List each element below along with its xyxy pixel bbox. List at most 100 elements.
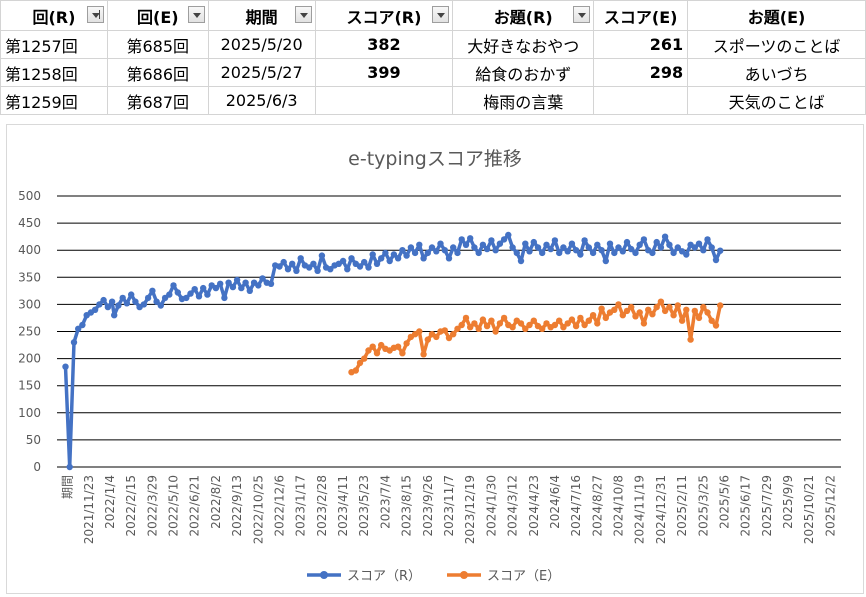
data-point: [683, 306, 690, 313]
data-point: [111, 312, 118, 319]
cell-round-e[interactable]: 第686回: [106, 58, 209, 87]
header-row: 回(R) 回(E) 期間 スコア(R) お題(R) スコア(E) お題(E): [0, 0, 866, 31]
header-label: お題(R): [493, 7, 553, 27]
data-point: [585, 317, 592, 324]
cell-round-e[interactable]: 第687回: [106, 86, 209, 115]
data-point: [636, 241, 643, 248]
data-point: [666, 241, 673, 248]
data-point: [522, 325, 529, 332]
data-point: [556, 317, 563, 324]
data-point: [310, 260, 317, 267]
data-point: [505, 231, 512, 239]
data-point: [445, 334, 453, 342]
data-point: [556, 249, 563, 257]
legend-item[interactable]: スコア（E）: [447, 569, 560, 584]
filter-dropdown-button[interactable]: [432, 6, 450, 23]
data-point: [611, 249, 618, 257]
x-tick-label: 2023/2/28: [315, 475, 329, 537]
data-point: [411, 249, 419, 257]
data-point: [640, 236, 648, 243]
cell-period[interactable]: 2025/5/27: [207, 58, 316, 87]
x-tick-label: 2024/12/31: [654, 475, 668, 544]
cell-score-e[interactable]: [593, 86, 689, 115]
data-point: [157, 302, 164, 309]
legend[interactable]: スコア（R） スコア（E）: [307, 569, 560, 584]
filter-dropdown-button[interactable]: [573, 6, 591, 23]
data-point: [496, 240, 504, 247]
data-point: [700, 247, 707, 254]
data-point: [695, 240, 703, 247]
y-tick-label: 450: [18, 216, 41, 230]
data-point: [492, 247, 499, 254]
cell-topic-r[interactable]: 梅雨の言葉: [452, 86, 595, 115]
data-point: [96, 301, 103, 308]
legend-item[interactable]: スコア（R）: [307, 569, 421, 584]
data-point: [62, 363, 69, 370]
data-point: [602, 257, 609, 265]
cell-topic-r[interactable]: 給食のおかず: [452, 58, 595, 87]
filter-dropdown-button[interactable]: [187, 6, 205, 23]
data-point: [598, 247, 605, 254]
data-point: [66, 463, 73, 471]
score-table: 回(R) 回(E) 期間 スコア(R) お題(R) スコア(E) お題(E) 第…: [0, 0, 866, 115]
data-point: [653, 238, 660, 246]
data-point: [500, 236, 508, 243]
data-point: [657, 298, 665, 305]
cell-score-r[interactable]: 382: [314, 30, 454, 59]
data-point: [691, 307, 698, 315]
data-point: [717, 247, 724, 254]
cell-score-e[interactable]: 298: [593, 58, 689, 87]
filter-sort-button[interactable]: [86, 6, 104, 23]
cell-topic-e[interactable]: あいづち: [687, 58, 866, 87]
chart-area[interactable]: e-typingスコア推移 0 50 100 150 200 250 300 350 400 45…: [6, 124, 864, 594]
cell-topic-e[interactable]: 天気のことば: [687, 86, 866, 115]
data-point: [327, 266, 334, 273]
cell-round-r[interactable]: 第1258回: [0, 58, 108, 87]
data-point: [433, 248, 440, 255]
data-point: [670, 312, 677, 319]
data-point: [589, 312, 597, 319]
legend-label: スコア（E）: [487, 569, 560, 584]
data-point: [416, 241, 423, 248]
y-tick-label: 200: [18, 352, 41, 366]
y-tick-label: 350: [18, 270, 41, 284]
x-tick-label: 2024/7/16: [569, 475, 583, 537]
x-tick-label: 2022/5/10: [167, 475, 181, 537]
data-point: [420, 255, 427, 262]
cell-score-r[interactable]: [314, 86, 454, 115]
data-point: [454, 325, 461, 332]
data-point: [674, 244, 681, 251]
cell-period[interactable]: 2025/6/3: [207, 86, 316, 115]
data-point: [462, 241, 470, 248]
data-point: [619, 312, 626, 319]
data-point: [187, 290, 194, 297]
data-point: [471, 320, 478, 327]
cell-score-e[interactable]: 261: [593, 30, 689, 59]
cell-topic-r[interactable]: 大好きなおやつ: [452, 30, 595, 59]
cell-period[interactable]: 2025/5/20: [207, 30, 316, 59]
cell-round-e[interactable]: 第685回: [106, 30, 209, 59]
header-label: お題(E): [747, 7, 806, 27]
data-point: [526, 321, 533, 329]
table-row: 第1259回 第687回 2025/6/3 梅雨の言葉 天気のことば: [0, 86, 866, 115]
data-point: [526, 248, 533, 255]
data-point: [356, 359, 364, 367]
data-point: [708, 317, 715, 324]
data-point: [598, 305, 605, 312]
data-point: [437, 240, 444, 247]
cell-round-r[interactable]: 第1259回: [0, 86, 108, 115]
cell-topic-e[interactable]: スポーツのことば: [687, 30, 866, 59]
x-tick-label: 2025/2/11: [675, 475, 689, 537]
data-point: [594, 320, 601, 327]
cell-score-r[interactable]: 399: [314, 58, 454, 87]
data-point: [700, 303, 707, 311]
x-tick-label: 2022/3/29: [145, 475, 159, 537]
data-point: [670, 249, 677, 257]
data-point: [572, 322, 580, 330]
data-point: [229, 283, 237, 291]
data-point: [344, 266, 351, 273]
data-point: [628, 245, 635, 253]
data-point: [424, 249, 431, 257]
filter-dropdown-button[interactable]: [294, 6, 312, 23]
cell-round-r[interactable]: 第1257回: [0, 30, 108, 59]
